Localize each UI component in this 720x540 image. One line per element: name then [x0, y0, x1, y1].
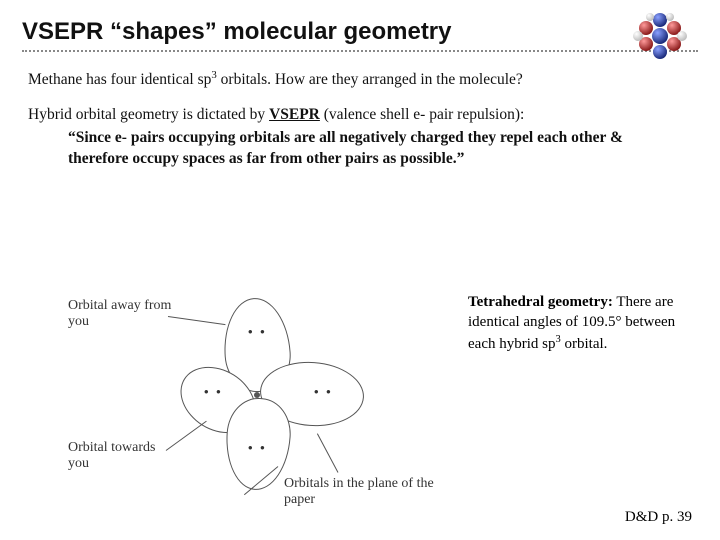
electron-pair: • • [204, 384, 223, 399]
label-plane: Orbitals in the plane of the paper [284, 476, 444, 508]
tetrahedral-caption: Tetrahedral geometry: There are identica… [468, 292, 688, 354]
electron-pair: • • [248, 324, 267, 339]
label-away: Orbital away from you [68, 298, 178, 330]
title-divider [22, 50, 698, 52]
tetra-head: Tetrahedral geometry: [468, 294, 613, 310]
intro-a: Methane has four identical sp [28, 71, 211, 88]
electron-pair: • • [248, 440, 267, 455]
vsepr-term: VSEPR [269, 106, 320, 123]
intro-b: orbitals. How are they arranged in the m… [217, 71, 523, 88]
molecule-icon [628, 8, 692, 69]
page-title: VSEPR “shapes” molecular geometry [22, 18, 698, 46]
vsepr-quote: “Since e- pairs occupying orbitals are a… [28, 128, 692, 170]
page-reference: D&D p. 39 [625, 509, 692, 526]
label-towards: Orbital towards you [68, 440, 178, 472]
vsepr-line: Hybrid orbital geometry is dictated by V… [28, 105, 692, 126]
intro-text: Methane has four identical sp3 orbitals.… [28, 68, 692, 91]
tetra-b: orbital. [561, 336, 608, 352]
vsepr-b: (valence shell e- pair repulsion): [320, 106, 524, 123]
electron-pair: • • [314, 384, 333, 399]
vsepr-a: Hybrid orbital geometry is dictated by [28, 106, 269, 123]
orbital-diagram: • • • • • • • • Orbital away from you Or… [28, 280, 448, 500]
